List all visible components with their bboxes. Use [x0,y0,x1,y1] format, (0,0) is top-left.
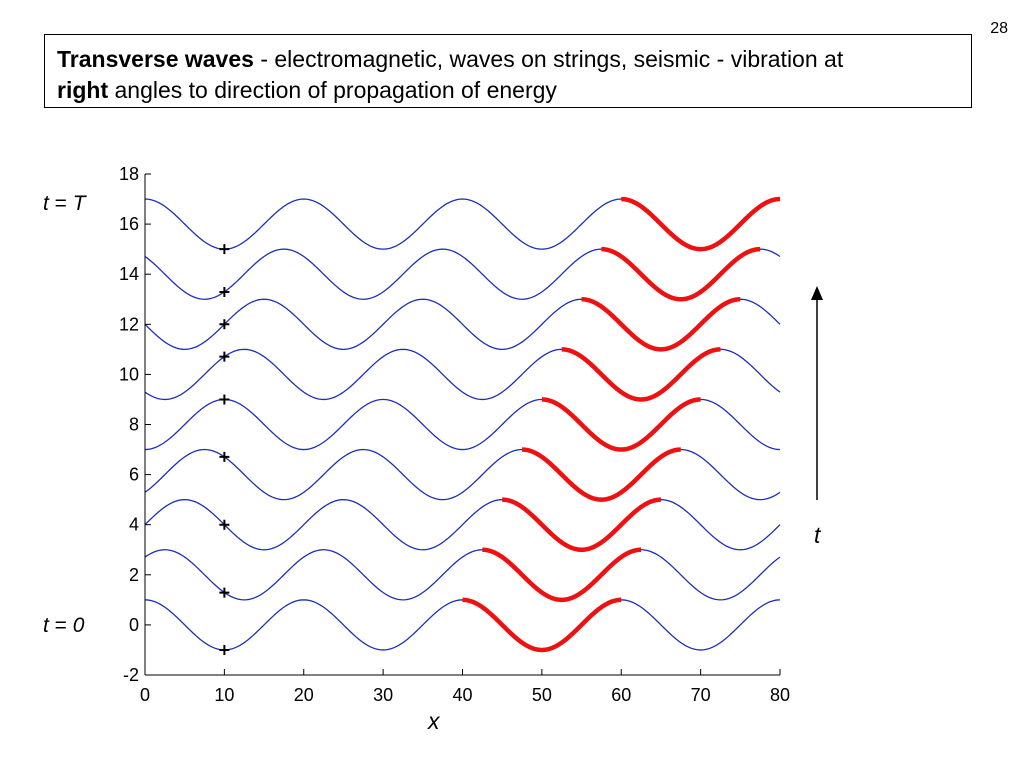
label-t-equals-0: t = 0 [43,614,85,637]
title-line1-rest: - electromagnetic, waves on strings, sei… [253,46,844,72]
plus-marker-3 [219,451,230,462]
x-tick-label-1: 10 [214,685,234,705]
y-tick-label-7: 12 [119,314,139,334]
wave-series-2 [144,499,781,551]
plus-marker-0 [219,644,230,655]
x-tick-label-6: 60 [611,685,631,705]
y-tick-label-5: 8 [129,415,139,435]
x-tick-label-8: 80 [770,685,790,705]
highlight-pulse-0 [462,597,622,653]
y-tick-label-6: 10 [119,364,139,384]
highlight-pulse-group [462,196,781,653]
slide-number: 28 [990,20,1008,37]
highlight-pulse-2 [502,497,661,553]
wave-series-7 [144,248,781,300]
highlight-pulse-8 [621,196,781,252]
y-tick-label-3: 4 [129,515,139,535]
x-tick-label-0: 0 [140,685,150,705]
y-tick-label-1: 0 [129,615,139,635]
time-arrow-label: t [814,522,822,548]
y-tick-label-9: 16 [119,214,139,234]
y-tick-label-4: 6 [129,465,139,485]
marker-group [219,244,230,655]
time-arrow-head-icon [811,286,823,300]
plus-marker-4 [219,394,230,405]
label-t-equals-T: t = T [43,192,88,215]
x-tick-label-4: 40 [452,685,472,705]
plus-marker-2 [219,519,230,530]
highlight-pulse-1 [482,547,642,603]
title-box: Transverse waves - electromagnetic, wave… [44,34,972,108]
highlight-pulse-5 [561,347,721,402]
y-tick-label-0: -2 [123,665,139,685]
plus-marker-5 [219,351,230,362]
plus-marker-8 [219,244,230,255]
y-tick-label-2: 2 [129,565,139,585]
x-axis-label: x [427,708,441,734]
highlight-pulse-4 [541,397,701,452]
wave-series-4 [144,398,781,451]
y-tick-label-10: 18 [119,164,139,184]
wave-series-3 [144,448,781,501]
plus-marker-7 [219,286,230,297]
x-tick-label-2: 20 [294,685,314,705]
highlight-pulse-6 [581,297,741,352]
title-bold-term: Transverse waves [57,46,254,72]
highlight-pulse-7 [601,246,761,302]
title-line2-rest: angles to direction of propagation of en… [108,77,557,103]
plus-marker-6 [219,319,230,330]
x-tick-label-3: 30 [373,685,393,705]
wave-series-0 [144,599,781,651]
wave-series-1 [144,549,781,601]
title-bold-word: right [57,77,109,103]
wave-series-group [144,198,781,651]
wave-series-5 [144,348,781,401]
y-tick-label-8: 14 [119,264,139,284]
wave-series-8 [144,198,781,250]
x-tick-label-5: 50 [532,685,552,705]
x-tick-label-7: 70 [691,685,711,705]
highlight-pulse-3 [521,447,681,502]
plus-marker-1 [219,587,230,598]
